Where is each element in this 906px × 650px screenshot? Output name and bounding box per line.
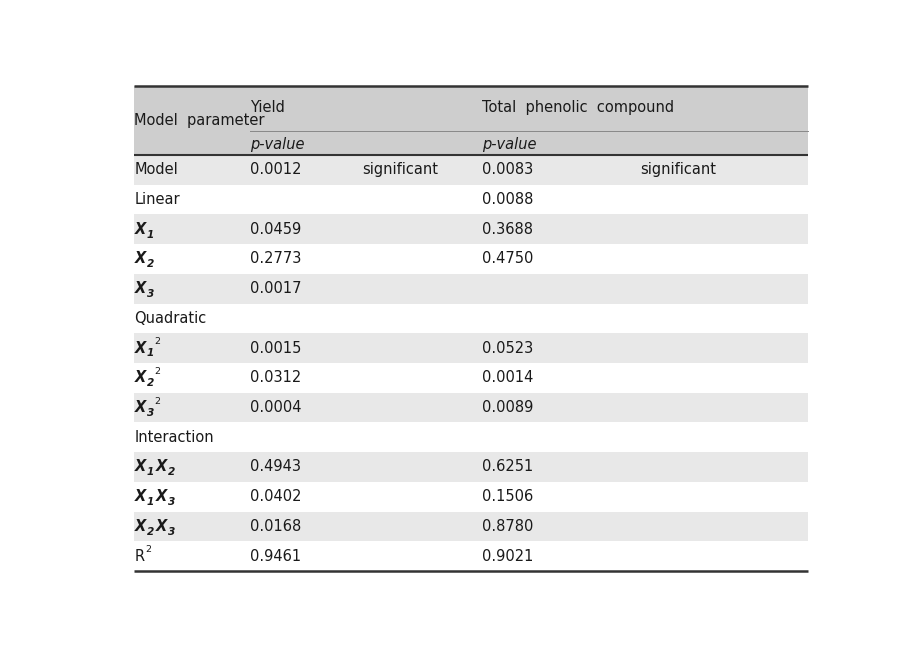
- Bar: [134, 482, 808, 512]
- Text: 0.0004: 0.0004: [250, 400, 302, 415]
- Text: X: X: [134, 281, 146, 296]
- Bar: [134, 304, 808, 333]
- Bar: [134, 244, 808, 274]
- Text: p-value: p-value: [482, 136, 536, 151]
- Text: 0.0088: 0.0088: [482, 192, 534, 207]
- Text: 0.0402: 0.0402: [250, 489, 302, 504]
- Text: 2: 2: [154, 367, 160, 376]
- Text: X: X: [134, 519, 146, 534]
- Text: 0.0459: 0.0459: [250, 222, 302, 237]
- Bar: [134, 541, 808, 571]
- Text: Model  parameter: Model parameter: [134, 112, 265, 127]
- Bar: [134, 133, 808, 155]
- Bar: [134, 452, 808, 482]
- Text: 0.0312: 0.0312: [250, 370, 302, 385]
- Text: 0.0083: 0.0083: [482, 162, 533, 177]
- Text: X: X: [134, 341, 146, 356]
- Text: 2: 2: [147, 378, 154, 388]
- Bar: [134, 512, 808, 541]
- Text: 2: 2: [147, 259, 154, 269]
- Text: 1: 1: [147, 229, 154, 240]
- Text: 0.0012: 0.0012: [250, 162, 302, 177]
- Text: 0.0523: 0.0523: [482, 341, 533, 356]
- Bar: [134, 363, 808, 393]
- Text: X: X: [134, 252, 146, 266]
- Bar: [134, 185, 808, 215]
- Text: Model: Model: [134, 162, 178, 177]
- Text: 3: 3: [147, 289, 154, 299]
- Text: significant: significant: [640, 162, 716, 177]
- Text: X: X: [134, 460, 146, 474]
- Text: 0.0014: 0.0014: [482, 370, 534, 385]
- Text: 0.2773: 0.2773: [250, 252, 302, 266]
- Text: 0.6251: 0.6251: [482, 460, 533, 474]
- Text: significant: significant: [362, 162, 439, 177]
- Bar: [134, 129, 808, 133]
- Text: 0.9461: 0.9461: [250, 549, 302, 564]
- Text: Yield: Yield: [250, 100, 285, 115]
- Text: 2: 2: [147, 526, 154, 537]
- Text: 2: 2: [168, 467, 175, 477]
- Text: 2: 2: [154, 337, 160, 346]
- Text: 0.0168: 0.0168: [250, 519, 302, 534]
- Bar: [134, 274, 808, 304]
- Bar: [134, 214, 808, 244]
- Text: 0.4943: 0.4943: [250, 460, 301, 474]
- Text: 1: 1: [147, 497, 154, 507]
- Text: X: X: [134, 222, 146, 237]
- Text: 1: 1: [147, 467, 154, 477]
- Text: 0.0017: 0.0017: [250, 281, 302, 296]
- Text: 3: 3: [147, 408, 154, 418]
- Bar: [134, 155, 808, 185]
- Text: X: X: [134, 370, 146, 385]
- Text: 3: 3: [168, 526, 175, 537]
- Text: 0.0089: 0.0089: [482, 400, 534, 415]
- Text: 0.4750: 0.4750: [482, 252, 534, 266]
- Text: X: X: [156, 489, 167, 504]
- Text: p-value: p-value: [250, 136, 304, 151]
- Bar: [134, 333, 808, 363]
- Text: X: X: [156, 519, 167, 534]
- Text: 2: 2: [145, 545, 150, 554]
- Text: Interaction: Interaction: [134, 430, 214, 445]
- Text: 3: 3: [168, 497, 175, 507]
- Text: 0.3688: 0.3688: [482, 222, 533, 237]
- Bar: [134, 422, 808, 452]
- Bar: [134, 86, 808, 129]
- Text: X: X: [134, 400, 146, 415]
- Text: X: X: [156, 460, 167, 474]
- Text: 2: 2: [154, 396, 160, 406]
- Text: X: X: [134, 489, 146, 504]
- Text: 0.8780: 0.8780: [482, 519, 534, 534]
- Text: 1: 1: [147, 348, 154, 358]
- Text: 0.1506: 0.1506: [482, 489, 533, 504]
- Text: 0.9021: 0.9021: [482, 549, 534, 564]
- Text: Linear: Linear: [134, 192, 180, 207]
- Text: R: R: [134, 549, 144, 564]
- Bar: [134, 393, 808, 422]
- Text: Quadratic: Quadratic: [134, 311, 207, 326]
- Text: 0.0015: 0.0015: [250, 341, 302, 356]
- Text: Total  phenolic  compound: Total phenolic compound: [482, 100, 674, 115]
